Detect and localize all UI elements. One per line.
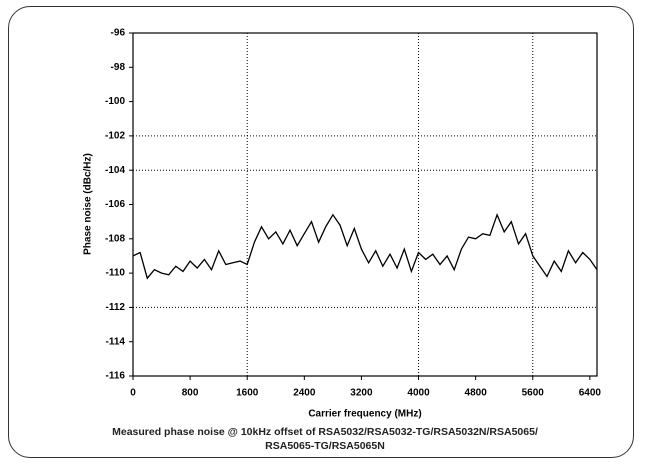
y-tick-label: -104	[105, 165, 125, 176]
y-tick-label: -110	[106, 268, 126, 279]
x-tick-label: 6400	[579, 388, 602, 399]
y-tick-label: -96	[111, 28, 126, 39]
x-tick-label: 1600	[236, 388, 259, 399]
x-tick-label: 4800	[465, 388, 488, 399]
x-tick-label: 0	[130, 388, 136, 399]
caption: Measured phase noise @ 10kHz offset of R…	[112, 426, 538, 438]
x-tick-label: 2400	[293, 388, 316, 399]
y-tick-label: -116	[106, 371, 126, 382]
y-tick-label: -108	[105, 233, 125, 244]
x-tick-label: 3200	[350, 388, 373, 399]
y-tick-label: -114	[106, 336, 126, 347]
y-tick-label: -102	[105, 131, 125, 142]
y-tick-label: -112	[106, 302, 126, 313]
x-axis-label: Carrier frequency (MHz)	[308, 409, 421, 420]
x-tick-label: 5600	[522, 388, 545, 399]
y-tick-label: -106	[105, 199, 125, 210]
plot-frame	[132, 32, 598, 377]
y-tick-label: -100	[105, 96, 125, 107]
x-tick-label: 800	[182, 388, 199, 399]
card	[8, 6, 634, 458]
y-axis-label: Phase noise (dBc/Hz)	[83, 153, 94, 255]
y-tick-label: -98	[111, 62, 126, 73]
caption: RSA5065-TG/RSA5065N	[265, 440, 385, 452]
data-line	[132, 212, 598, 280]
x-tick-label: 4000	[407, 388, 430, 399]
